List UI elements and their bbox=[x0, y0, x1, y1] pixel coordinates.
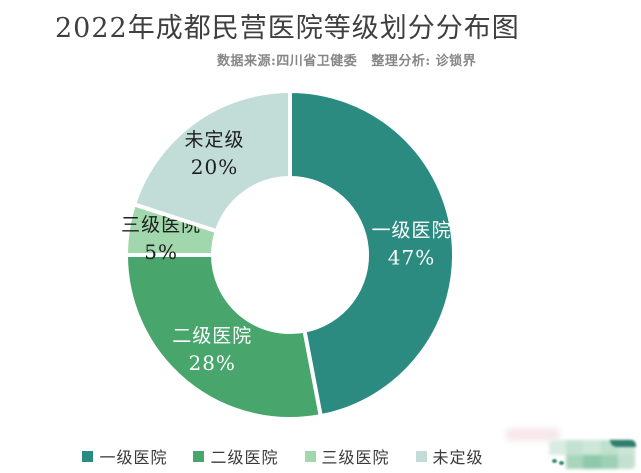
legend-item-三级医院: 三级医院 bbox=[304, 444, 390, 468]
legend-label-1: 二级医院 bbox=[210, 448, 279, 467]
legend-swatch-3 bbox=[415, 450, 427, 462]
slice-label-2-percent: 5% bbox=[144, 240, 178, 264]
chart-legend: 一级医院 二级医院 三级医院 未定级 bbox=[0, 444, 566, 468]
legend-swatch-1 bbox=[193, 450, 205, 462]
legend-label-2: 三级医院 bbox=[321, 448, 390, 467]
chart-subtitle: 数据来源:四川省卫健委 整理分析: 诊锁界 bbox=[217, 50, 476, 69]
watermark-dot bbox=[559, 461, 564, 465]
pie-slice-二级医院 bbox=[124, 253, 323, 422]
analysis-credit-label: 整理分析: 诊锁界 bbox=[371, 54, 477, 69]
legend-swatch-2 bbox=[304, 450, 316, 462]
watermark-pink-tint bbox=[505, 428, 560, 441]
slice-label-0-percent: 47% bbox=[388, 246, 435, 270]
pie-slice-未定级 bbox=[132, 89, 292, 234]
watermark-dot bbox=[552, 459, 557, 463]
data-source-label: 数据来源:四川省卫健委 bbox=[217, 54, 358, 69]
slice-label-0-name: 一级医院 bbox=[371, 220, 451, 242]
slice-label-3-name: 未定级 bbox=[184, 129, 244, 151]
legend-label-3: 未定级 bbox=[432, 448, 484, 467]
page-title: 2022年成都民营医院等级划分分布图 bbox=[55, 13, 520, 44]
slice-label-1-percent: 28% bbox=[188, 351, 235, 375]
watermark-streak bbox=[610, 440, 636, 447]
legend-label-0: 一级医院 bbox=[99, 448, 168, 467]
legend-swatch-0 bbox=[82, 450, 94, 462]
slice-label-3-percent: 20% bbox=[191, 155, 238, 179]
legend-item-二级医院: 二级医院 bbox=[193, 444, 278, 468]
legend-item-一级医院: 一级医院 bbox=[82, 444, 167, 468]
slice-label-1-name: 二级医院 bbox=[172, 325, 252, 347]
legend-item-未定级: 未定级 bbox=[415, 444, 484, 468]
pie-slice-一级医院 bbox=[288, 89, 456, 419]
